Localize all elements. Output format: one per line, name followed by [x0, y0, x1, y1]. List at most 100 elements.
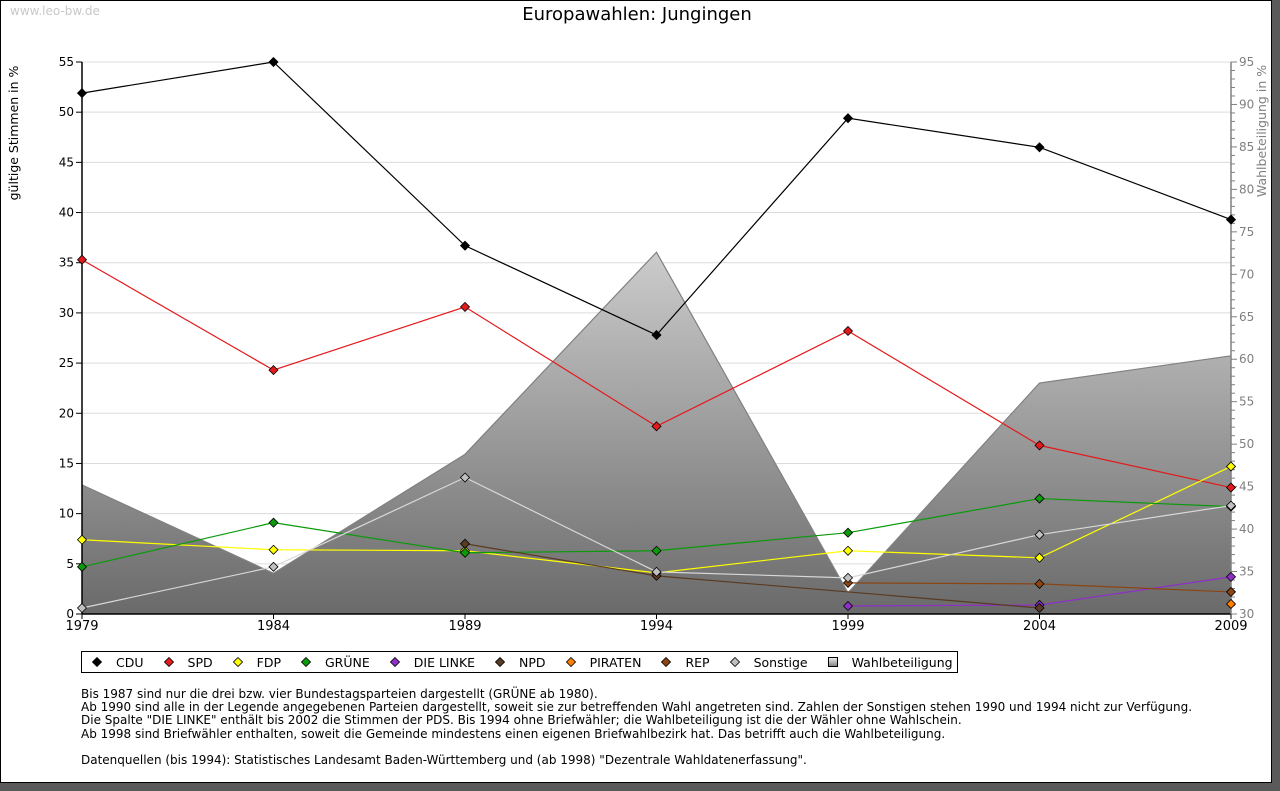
diamond-marker-icon [92, 657, 102, 667]
data-point-spd [651, 421, 662, 432]
legend-item-wahlbeteiligung: Wahlbeteiligung [827, 654, 953, 670]
footnote-line: Ab 1990 sind alle in der Legende angegeb… [81, 700, 1193, 715]
square-marker-icon [827, 657, 838, 667]
diamond-marker-icon [163, 657, 174, 667]
data-point-die-linke [842, 600, 854, 612]
line-chart: 0 5 10 15 20 25 30 35 40 45 50 55 1979 1984 1989 1994 19… [6, 55, 1269, 634]
legend-label: FDP [256, 654, 281, 670]
data-point-gr-ne [268, 517, 279, 528]
chart-title: Europawahlen: Jungingen [522, 4, 752, 25]
y-tick-label: 30 [59, 306, 74, 320]
x-tick-label: 1979 [65, 619, 98, 634]
data-point-cdu [651, 329, 662, 341]
data-point-spd [1034, 440, 1045, 451]
legend-item-cdu: CDU [92, 655, 144, 670]
y2-tick-label: 35 [1239, 565, 1254, 579]
data-point-sonstige [268, 561, 279, 572]
y2-tick-label: 70 [1239, 267, 1254, 281]
y-tick-label: 50 [59, 105, 74, 119]
legend-label: CDU [116, 654, 144, 670]
data-point-gr-ne [651, 545, 662, 556]
turnout-area [81, 251, 1232, 614]
y2-tick-label: 45 [1239, 480, 1254, 494]
y2-tick-label: 50 [1239, 437, 1254, 451]
data-point-fdp [76, 534, 88, 545]
legend-item-die-linke: DIE LINKE [389, 654, 476, 670]
data-point-sonstige [76, 602, 88, 614]
footnote-line: Bis 1987 sind nur die drei bzw. vier Bun… [81, 687, 598, 701]
data-point-spd [842, 325, 854, 337]
data-point-spd [76, 254, 88, 265]
y2-tick-label: 40 [1239, 522, 1254, 536]
data-point-sonstige [459, 472, 471, 483]
y-tick-label: 55 [59, 55, 74, 69]
y2-tick-label: 55 [1239, 395, 1254, 409]
axis-labels: 0 5 10 15 20 25 30 35 40 45 50 55 1979 1984 1989 1994 19… [6, 55, 1269, 634]
x-tick-label: 1999 [831, 619, 864, 634]
data-point-spd [1225, 482, 1237, 493]
legend-label: DIE LINKE [413, 654, 476, 670]
diamond-marker-icon [389, 657, 400, 667]
data-point-cdu [1034, 142, 1045, 153]
legend-item-fdp: FDP [232, 654, 281, 670]
data-point-spd [268, 365, 279, 376]
legend-label: NPD [519, 654, 546, 670]
axes [76, 61, 1237, 619]
y-tick-label: 45 [59, 155, 74, 169]
legend-label: REP [685, 654, 710, 670]
legend-item-npd: NPD [495, 655, 546, 670]
legend-label: Wahlbeteiligung [851, 654, 953, 670]
x-tick-label: 2009 [1214, 619, 1247, 634]
data-point-gr-ne [842, 527, 854, 538]
data-point-gr-ne [76, 561, 88, 572]
diamond-marker-icon [495, 657, 506, 667]
data-point-npd [1034, 602, 1045, 614]
y-tick-label: 10 [59, 507, 74, 521]
y-tick-label: 15 [59, 456, 74, 470]
y2-axis-title: Wahlbeteiligung in % [1254, 65, 1269, 197]
y2-tick-label: 65 [1239, 310, 1254, 324]
data-point-cdu [76, 88, 88, 99]
data-point-cdu [1225, 214, 1237, 225]
y2-tick-label: 60 [1239, 352, 1254, 366]
legend-label: PIRATEN [589, 654, 642, 670]
data-point-fdp [268, 544, 279, 555]
x-tick-label: 1989 [448, 619, 481, 634]
footnote-line: Die Spalte "DIE LINKE" enthält bis 2002 … [81, 713, 962, 728]
series-markers [76, 56, 1237, 614]
diamond-marker-icon [565, 657, 576, 667]
data-point-rep [1034, 578, 1045, 589]
turnout-area-fill [82, 252, 1231, 614]
data-point-cdu [459, 240, 471, 251]
data-point-die-linke [1225, 571, 1237, 582]
legend: CDU SPD FDP GRÜNE DIE LINKE NPD PIRATEN REP Sons… [81, 651, 958, 673]
y2-tick-label: 95 [1239, 55, 1254, 69]
legend-item-rep: REP [661, 654, 710, 670]
data-point-spd [459, 301, 471, 312]
turnout-area-outline [81, 251, 1232, 594]
y2-tick-label: 80 [1239, 182, 1254, 196]
data-point-gr-ne [1034, 493, 1045, 504]
y2-tick-label: 75 [1239, 225, 1254, 239]
legend-label: SPD [187, 654, 213, 670]
x-tick-label: 1994 [640, 619, 673, 634]
diamond-marker-icon [729, 657, 740, 667]
data-point-fdp [1034, 552, 1045, 563]
y-tick-label: 0 [66, 607, 74, 621]
x-tick-label: 1984 [257, 619, 290, 634]
diamond-marker-icon [300, 657, 311, 667]
y-tick-label: 35 [59, 256, 74, 270]
data-point-sonstige [1034, 529, 1045, 540]
data-point-fdp [842, 545, 854, 556]
legend-label: Sonstige [753, 654, 808, 670]
y2-tick-label: 85 [1239, 140, 1254, 154]
legend-item-spd: SPD [163, 654, 213, 670]
diamond-marker-icon [661, 657, 672, 667]
y-axis-title: gültige Stimmen in % [6, 65, 21, 200]
legend-item-piraten: PIRATEN [565, 654, 642, 670]
y-tick-label: 20 [59, 406, 74, 420]
x-tick-label: 2004 [1023, 619, 1056, 634]
legend-label: GRÜNE [324, 654, 370, 670]
data-point-cdu [268, 56, 279, 68]
